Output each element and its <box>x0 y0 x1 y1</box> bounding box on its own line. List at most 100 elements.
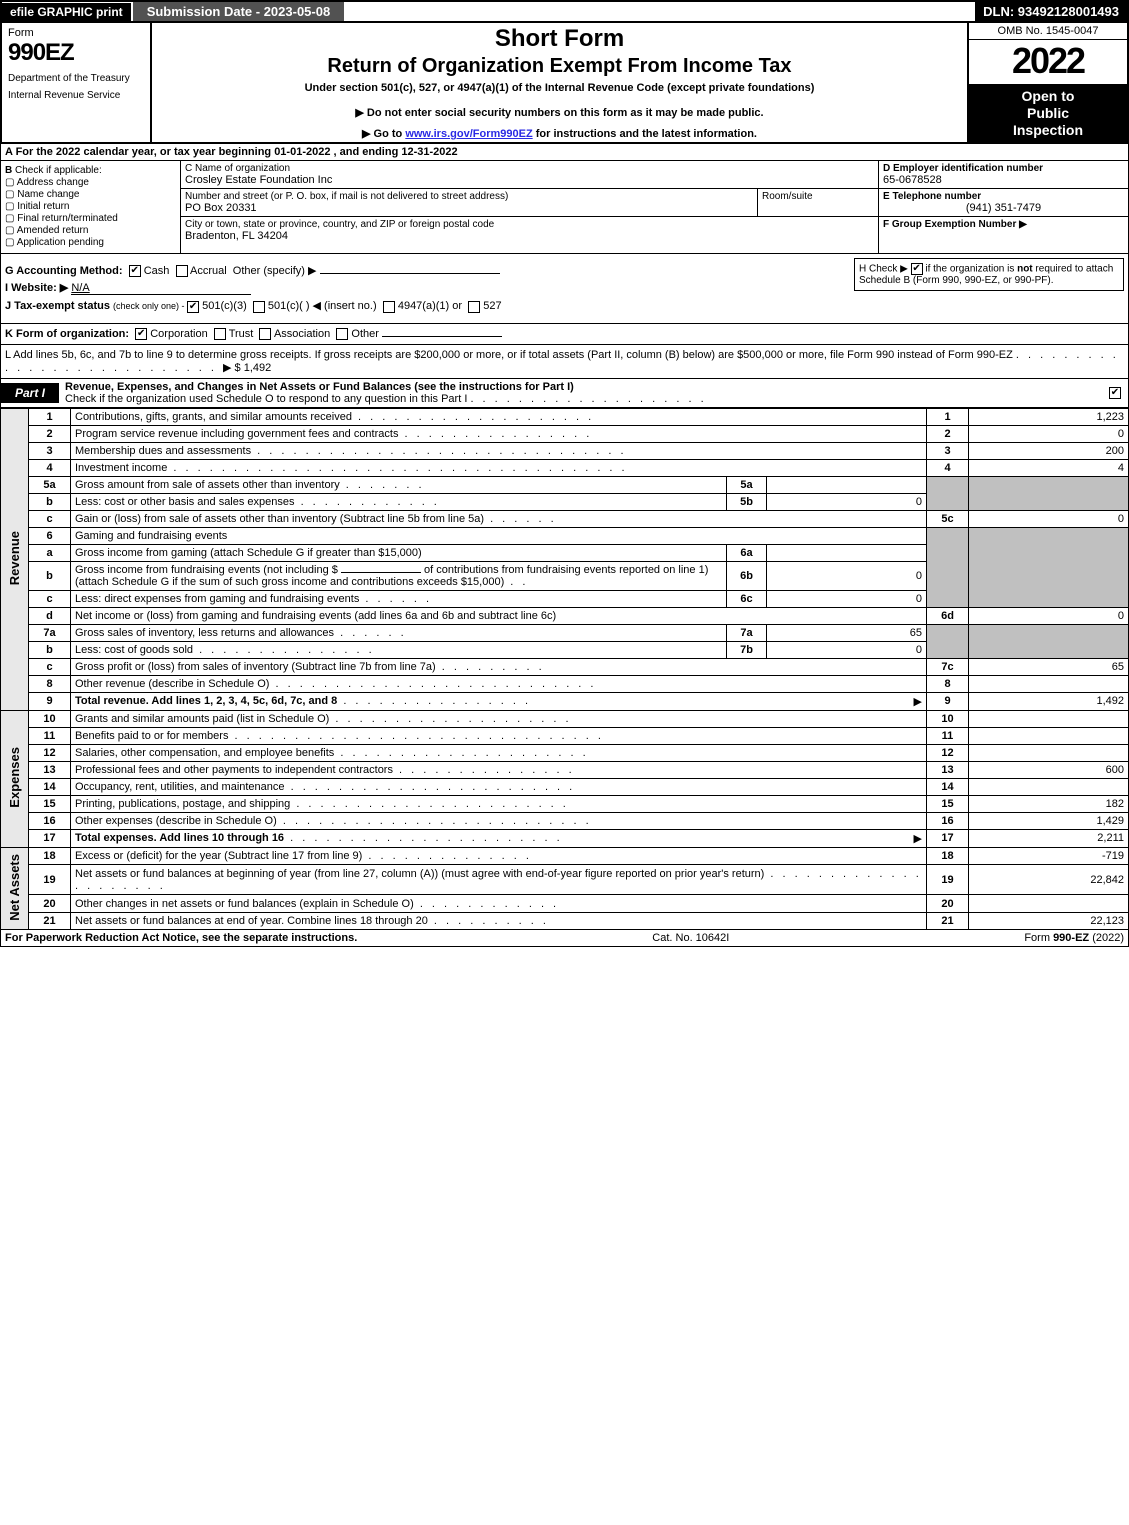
b-check-label: Check if applicable: <box>15 165 102 176</box>
k-corp: Corporation <box>150 328 207 340</box>
f-label: F Group Exemption Number ▶ <box>883 219 1124 230</box>
k-trust: Trust <box>229 328 254 340</box>
goto-link[interactable]: www.irs.gov/Form990EZ <box>405 128 532 140</box>
table-row: Revenue 1 Contributions, gifts, grants, … <box>1 408 1129 425</box>
open-line2: Public <box>973 105 1123 122</box>
dln-label: DLN: 93492128001493 <box>975 2 1127 21</box>
box-c-street: Number and street (or P. O. box, if mail… <box>181 189 758 216</box>
h-checkbox[interactable] <box>911 263 923 275</box>
k-trust-chk[interactable] <box>214 328 226 340</box>
dept-treasury: Department of the Treasury <box>8 73 144 84</box>
table-row: 12 Salaries, other compensation, and emp… <box>1 744 1129 761</box>
e-label: E Telephone number <box>883 191 1124 202</box>
part1-tab: Part I <box>1 383 59 403</box>
j-527: 527 <box>483 300 501 312</box>
h-not: not <box>1017 264 1033 275</box>
line-numcol: 1 <box>927 408 969 425</box>
section-k: K Form of organization: Corporation Trus… <box>0 324 1129 345</box>
h-text1: H Check ▶ <box>859 264 911 275</box>
page-footer: For Paperwork Reduction Act Notice, see … <box>0 930 1129 947</box>
form-number: 990EZ <box>8 39 144 67</box>
revenue-tab: Revenue <box>1 408 29 710</box>
k-other: Other <box>351 328 379 340</box>
chk-address-change[interactable]: ▢ Address change <box>5 177 176 188</box>
footer-right-form: 990-EZ <box>1053 932 1089 944</box>
submission-date: Submission Date - 2023-05-08 <box>131 2 345 21</box>
g-accrual-chk[interactable] <box>176 265 188 277</box>
ssn-note: ▶ Do not enter social security numbers o… <box>156 106 963 119</box>
k-corp-chk[interactable] <box>135 328 147 340</box>
chk-application-pending[interactable]: ▢ Application pending <box>5 237 176 248</box>
line-desc: Contributions, gifts, grants, and simila… <box>71 408 927 425</box>
website-value: N/A <box>71 282 251 295</box>
box-f: F Group Exemption Number ▶ <box>879 217 1128 253</box>
g-cash: Cash <box>144 265 170 277</box>
table-row: Net Assets 18 Excess or (deficit) for th… <box>1 847 1129 865</box>
chk-name-change[interactable]: ▢ Name change <box>5 189 176 200</box>
box-b: B Check if applicable: ▢ Address change … <box>1 161 181 253</box>
footer-mid: Cat. No. 10642I <box>357 932 1024 944</box>
c-street-label: Number and street (or P. O. box, if mail… <box>185 191 753 202</box>
box-d: D Employer identification number 65-0678… <box>879 161 1128 189</box>
line-num: 1 <box>29 408 71 425</box>
h-text2: if the organization is <box>925 264 1017 275</box>
line-value: 1,223 <box>969 408 1129 425</box>
part1-checkbox[interactable] <box>1109 387 1121 399</box>
part1-table: Revenue 1 Contributions, gifts, grants, … <box>0 408 1129 931</box>
efile-label[interactable]: efile GRAPHIC print <box>2 3 131 21</box>
table-row: 14 Occupancy, rent, utilities, and maint… <box>1 778 1129 795</box>
k-other-chk[interactable] <box>336 328 348 340</box>
form-header: Form 990EZ Department of the Treasury In… <box>0 23 1129 144</box>
goto-post: for instructions and the latest informat… <box>533 128 757 140</box>
goto-pre: ▶ Go to <box>362 128 405 140</box>
open-line1: Open to <box>973 88 1123 105</box>
k-label: K Form of organization: <box>5 328 129 340</box>
part1-subtitle: Check if the organization used Schedule … <box>65 393 467 405</box>
k-assoc: Association <box>274 328 330 340</box>
netassets-tab: Net Assets <box>1 847 29 930</box>
table-row: 17 Total expenses. Add lines 10 through … <box>1 829 1129 847</box>
table-row: 6 Gaming and fundraising events <box>1 527 1129 544</box>
j-501c-chk[interactable] <box>253 301 265 313</box>
g-label: G Accounting Method: <box>5 265 123 277</box>
goto-line: ▶ Go to www.irs.gov/Form990EZ for instru… <box>156 127 963 140</box>
chk-final-return[interactable]: ▢ Final return/terminated <box>5 213 176 224</box>
footer-right-post: (2022) <box>1089 932 1124 944</box>
box-c-room: Room/suite <box>758 189 878 216</box>
box-c-city: City or town, state or province, country… <box>181 217 878 244</box>
footer-right: Form 990-EZ (2022) <box>1024 932 1124 944</box>
org-street: PO Box 20331 <box>185 202 753 214</box>
boxes-bcdef: B Check if applicable: ▢ Address change … <box>0 161 1129 254</box>
j-527-chk[interactable] <box>468 301 480 313</box>
box-c-street-row: Number and street (or P. O. box, if mail… <box>181 189 878 217</box>
g-other-blank[interactable] <box>320 273 500 274</box>
part1-dots: . . . . . . . . . . . . . . . . . . . . <box>470 393 706 405</box>
table-row: 20 Other changes in net assets or fund b… <box>1 895 1129 913</box>
section-a: A For the 2022 calendar year, or tax yea… <box>0 144 1129 161</box>
title-short-form: Short Form <box>156 25 963 53</box>
table-row: 2 Program service revenue including gove… <box>1 425 1129 442</box>
line-j: J Tax-exempt status (check only one) - 5… <box>5 299 1124 312</box>
table-row: 4 Investment income . . . . . . . . . . … <box>1 459 1129 476</box>
table-row: c Gross profit or (loss) from sales of i… <box>1 658 1129 675</box>
table-row: 21 Net assets or fund balances at end of… <box>1 912 1129 930</box>
table-row: 7a Gross sales of inventory, less return… <box>1 624 1129 641</box>
header-left: Form 990EZ Department of the Treasury In… <box>2 23 152 142</box>
j-501c: 501(c)( ) ◀ (insert no.) <box>268 300 377 312</box>
chk-initial-return[interactable]: ▢ Initial return <box>5 201 176 212</box>
g-cash-chk[interactable] <box>129 265 141 277</box>
table-row: 9 Total revenue. Add lines 1, 2, 3, 4, 5… <box>1 692 1129 710</box>
table-row: 3 Membership dues and assessments . . . … <box>1 442 1129 459</box>
c-name-label: C Name of organization <box>185 163 874 174</box>
j-4947-chk[interactable] <box>383 301 395 313</box>
k-other-blank[interactable] <box>382 336 502 337</box>
top-bar: efile GRAPHIC print Submission Date - 20… <box>0 0 1129 23</box>
table-row: 13 Professional fees and other payments … <box>1 761 1129 778</box>
k-assoc-chk[interactable] <box>259 328 271 340</box>
table-row: 5a Gross amount from sale of assets othe… <box>1 476 1129 493</box>
d-label: D Employer identification number <box>883 163 1124 174</box>
j-501c3-chk[interactable] <box>187 301 199 313</box>
footer-left: For Paperwork Reduction Act Notice, see … <box>5 932 357 944</box>
table-row: d Net income or (loss) from gaming and f… <box>1 607 1129 624</box>
chk-amended-return[interactable]: ▢ Amended return <box>5 225 176 236</box>
